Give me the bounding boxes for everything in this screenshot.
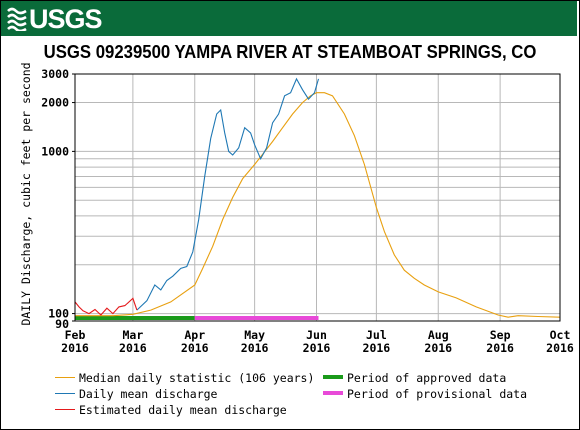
series-lines [74,77,561,318]
x-tick-year-aug: 2016 [424,341,452,355]
legend-swatch-daily-mean [55,393,75,394]
usgs-logo: USGS [29,4,103,34]
legend-label-approved: Period of approved data [347,371,507,385]
legend: Median daily statistic (106 years) Daily… [0,368,580,428]
legend-swatch-approved [323,375,343,379]
series-line-1 [136,77,320,311]
legend-swatch-provisional [323,391,343,395]
x-tick-labels: Feb2016Mar2016Apr2016May2016Jun2016Jul20… [61,328,574,355]
series-line-2 [74,297,138,316]
y-tick-label-100: 100 [48,307,69,321]
y-tick-label-1000: 1000 [41,144,69,158]
x-tick-year-sep: 2016 [486,341,514,355]
legend-label-daily-mean: Daily mean discharge [79,387,218,401]
x-tick-month-may: May [244,328,265,342]
series-line-0 [75,92,561,318]
legend-swatch-estimated [55,409,75,410]
usgs-banner: USGS [1,1,577,36]
period-bars [75,316,319,320]
gridlines [74,73,561,321]
period-bar-1 [194,316,319,320]
x-tick-year-apr: 2016 [181,341,209,355]
legend-swatch-median [55,377,75,378]
y-tick-label-90: 90 [55,317,69,331]
x-tick-year-feb: 2016 [61,341,89,355]
x-tick-month-feb: Feb [65,328,86,342]
chart-title: USGS 09239500 YAMPA RIVER AT STEAMBOAT S… [43,42,537,62]
x-tick-year-may: 2016 [241,341,269,355]
usgs-logo-wave-icon [7,7,27,31]
x-tick-year-jul: 2016 [363,341,391,355]
x-tick-month-jun: Jun [306,328,327,342]
x-tick-month-mar: Mar [122,328,143,342]
x-tick-month-aug: Aug [428,328,449,342]
x-tick-year-jun: 2016 [303,341,331,355]
x-tick-month-sep: Sep [490,328,511,342]
x-tick-year-mar: 2016 [119,341,147,355]
legend-label-provisional: Period of provisional data [347,387,528,401]
x-tick-year-oct: 2016 [546,341,574,355]
period-bar-0 [75,316,195,320]
y-tick-label-3000: 3000 [41,67,69,81]
legend-label-median: Median daily statistic (106 years) [79,371,315,385]
x-tick-month-apr: Apr [184,328,205,342]
x-tick-month-oct: Oct [550,328,571,342]
x-tick-month-jul: Jul [366,328,387,342]
legend-label-estimated: Estimated daily mean discharge [79,403,287,417]
plot-border [74,73,561,322]
y-tick-label-2000: 2000 [41,96,69,110]
